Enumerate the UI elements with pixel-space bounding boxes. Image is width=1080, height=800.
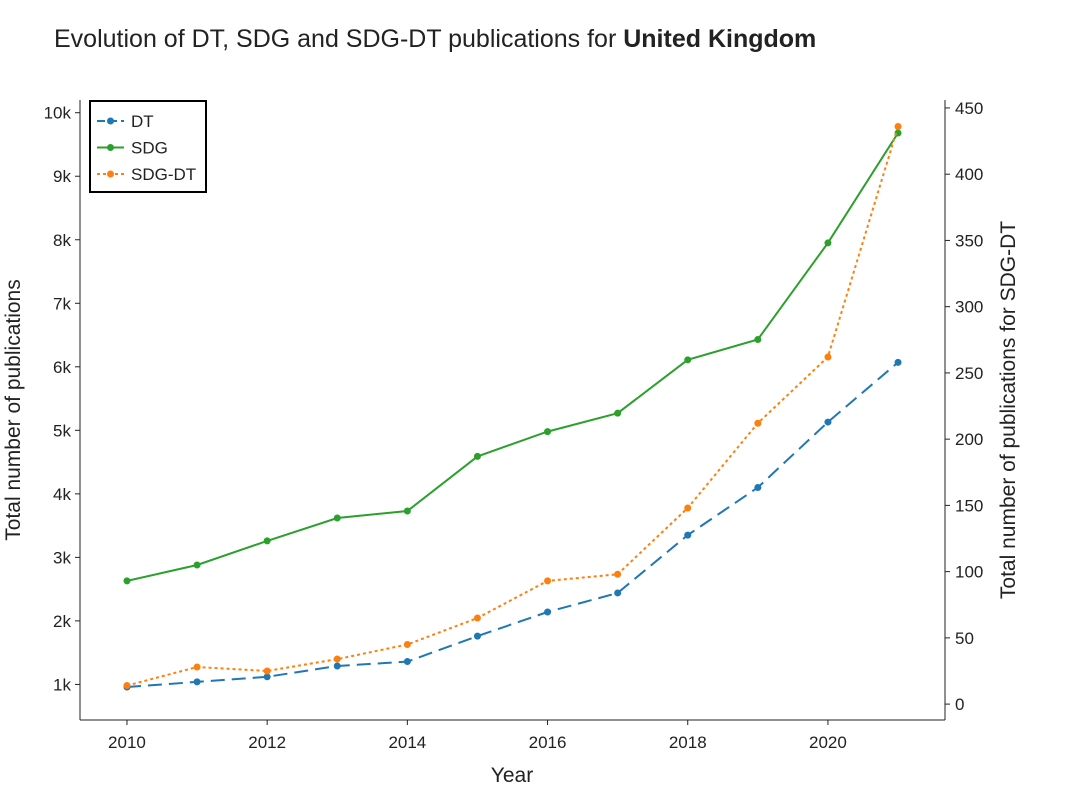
- data-point-sdg-dt: [614, 570, 622, 578]
- data-point-sdg-dt: [123, 682, 131, 690]
- data-point-dt: [263, 673, 271, 681]
- y-tick-label-right: 50: [955, 629, 974, 648]
- y-tick-label-right: 250: [955, 364, 983, 383]
- data-point-sdg-dt: [263, 667, 271, 675]
- x-tick-label: 2014: [388, 733, 426, 752]
- data-point-sdg: [824, 239, 832, 247]
- data-point-sdg: [544, 428, 552, 436]
- series-line-sdg-dt: [126, 126, 899, 687]
- data-point-sdg: [123, 577, 131, 585]
- y-tick-label-left: 3k: [53, 548, 71, 567]
- y-tick-label-left: 2k: [53, 612, 71, 631]
- y-tick-label-right: 150: [955, 496, 983, 515]
- x-tick-label: 2016: [529, 733, 567, 752]
- data-point-dt: [684, 531, 692, 539]
- x-tick-label: 2018: [669, 733, 707, 752]
- y-tick-label-left: 6k: [53, 358, 71, 377]
- y-tick-label-left: 8k: [53, 231, 71, 250]
- data-point-dt: [473, 632, 481, 640]
- data-point-dt: [754, 484, 762, 491]
- chart-title-prefix: Evolution of DT, SDG and SDG-DT publicat…: [54, 25, 624, 53]
- legend-label-sdg-dt: SDG-DT: [131, 165, 196, 184]
- series-line-sdg: [126, 132, 899, 582]
- y-tick-label-right: 450: [955, 99, 983, 118]
- legend-marker-sdg: [107, 144, 114, 151]
- legend-marker-sdg-dt: [107, 170, 114, 178]
- series-line-dt: [126, 361, 899, 688]
- data-point-sdg: [333, 514, 341, 522]
- data-point-sdg: [684, 356, 692, 364]
- y-tick-label-right: 300: [955, 298, 983, 317]
- data-point-sdg-dt: [193, 663, 201, 671]
- data-point-dt: [333, 662, 341, 670]
- series-lines: [123, 122, 902, 691]
- legend-label-dt: DT: [131, 112, 154, 131]
- y-tick-label-right: 0: [955, 695, 964, 714]
- data-point-dt: [193, 678, 201, 686]
- axes: 2010 2012 2014 2016 2018 2020 1k 2k 3k 4k 5k 6k 7k 8k…: [44, 99, 984, 752]
- x-axis-title: Year: [491, 764, 533, 787]
- legend: DT SDG SDG-DT: [89, 100, 207, 193]
- data-point-sdg-dt: [894, 122, 902, 130]
- y-axis-title-left: Total number of publications: [2, 279, 25, 541]
- y-tick-label-right: 350: [955, 231, 983, 250]
- data-point-sdg-dt: [684, 504, 692, 512]
- x-tick-label: 2010: [108, 733, 146, 752]
- chart-title-country: United Kingdom: [623, 25, 817, 53]
- data-point-dt: [824, 418, 832, 426]
- y-tick-label-right: 100: [955, 563, 983, 582]
- data-point-sdg: [754, 335, 762, 343]
- data-point-sdg-dt: [754, 419, 762, 427]
- data-point-sdg: [473, 452, 481, 460]
- y-tick-label-right: 200: [955, 430, 983, 449]
- legend-label-sdg: SDG: [131, 139, 168, 158]
- data-point-dt: [544, 608, 552, 616]
- data-point-sdg-dt: [403, 640, 411, 648]
- y-tick-label-left: 7k: [53, 294, 71, 313]
- chart-title: Evolution of DT, SDG and SDG-DT publicat…: [54, 25, 816, 54]
- y-tick-label-left: 9k: [53, 167, 71, 186]
- legend-marker-dt: [107, 117, 114, 125]
- y-tick-label-right: 400: [955, 165, 983, 184]
- y-tick-label-left: 5k: [53, 421, 71, 440]
- data-point-sdg-dt: [473, 614, 481, 622]
- data-point-sdg: [263, 537, 271, 545]
- data-point-sdg-dt: [333, 655, 341, 663]
- data-point-dt: [894, 358, 902, 366]
- data-point-sdg: [193, 561, 201, 569]
- x-tick-label: 2020: [809, 733, 847, 752]
- data-point-sdg: [614, 409, 622, 417]
- data-point-sdg-dt: [544, 577, 552, 585]
- data-point-sdg: [403, 507, 411, 515]
- data-point-sdg-dt: [824, 353, 832, 361]
- x-tick-label: 2012: [248, 733, 286, 752]
- y-tick-label-left: 1k: [53, 675, 71, 694]
- y-axis-title-right: Total number of publications for SDG-DT: [997, 221, 1020, 599]
- y-tick-label-left: 4k: [53, 485, 71, 504]
- data-point-dt: [403, 658, 411, 666]
- y-tick-label-left: 10k: [44, 104, 72, 123]
- data-point-dt: [614, 589, 622, 597]
